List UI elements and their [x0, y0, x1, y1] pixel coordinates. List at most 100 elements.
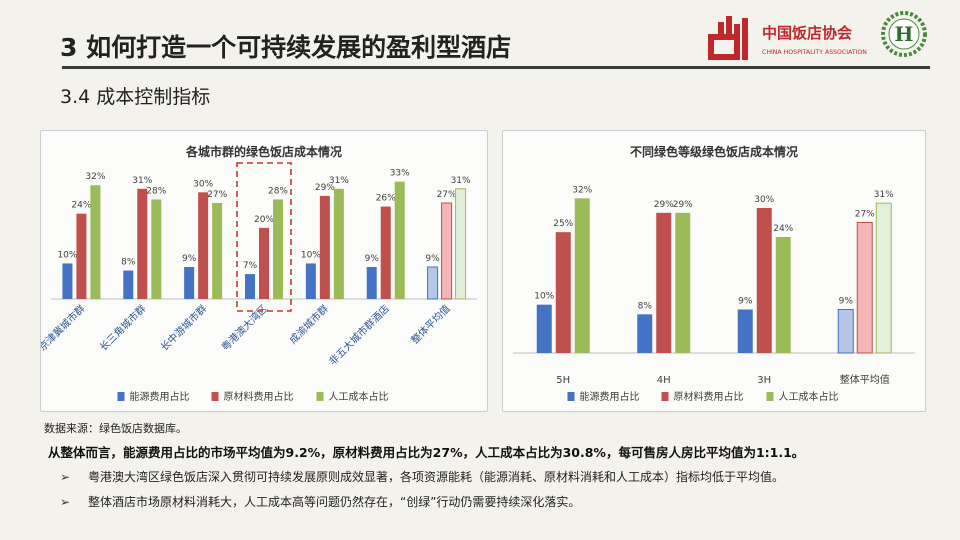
- bar: [455, 188, 467, 300]
- bar: [875, 202, 892, 354]
- bar: [319, 195, 330, 299]
- highlight-box: [236, 162, 292, 312]
- bar: [656, 212, 672, 353]
- data-label: 24%: [773, 224, 793, 234]
- legend-label: 人工成本占比: [779, 390, 839, 403]
- bar: [151, 199, 162, 299]
- data-label: 24%: [71, 201, 91, 211]
- data-label: 28%: [268, 186, 288, 196]
- data-label: 9%: [839, 297, 854, 307]
- data-label: 9%: [738, 297, 753, 307]
- city-cluster-chart: 各城市群的绿色饭店成本情况10%24%32%京津冀城市群8%31%28%长三角城…: [41, 144, 477, 403]
- data-label: 31%: [451, 176, 471, 186]
- green-hotel-logo: H: [881, 11, 927, 57]
- data-label: 29%: [654, 200, 674, 210]
- data-label: 32%: [572, 185, 592, 195]
- city-cluster-chart-panel: 各城市群的绿色饭店成本情况 10% 24% 32% 京津冀城市群 8% 31% 28% 长三角城…: [40, 130, 488, 412]
- legend-label: 能源费用占比: [580, 390, 640, 403]
- category-tick-label: 粤港澳大湾区: [219, 302, 271, 354]
- bullet-text: 粤港澳大湾区绿色饭店深入贯彻可持续发展原则成效显著，各项资源能耗（能源消耗、原材…: [88, 470, 785, 484]
- chart-title: 各城市群的绿色饭店成本情况: [185, 144, 342, 159]
- bar: [123, 270, 134, 299]
- bullet-arrow-icon: ➢: [60, 470, 71, 484]
- data-label: 29%: [673, 200, 693, 210]
- bar: [856, 222, 873, 354]
- data-label: 10%: [301, 250, 321, 260]
- data-label: 27%: [207, 190, 227, 200]
- bar: [837, 309, 854, 354]
- bar: [366, 267, 377, 299]
- data-label: 30%: [754, 195, 774, 205]
- data-label: 29%: [315, 183, 335, 193]
- logo-h-letter: H: [895, 22, 914, 46]
- data-label: 30%: [193, 179, 213, 189]
- legend-swatch: [661, 392, 669, 401]
- data-label: 28%: [146, 186, 166, 196]
- legend-swatch: [211, 392, 219, 401]
- data-label: 9%: [425, 254, 440, 264]
- category-tick-label: 长三角城市群: [97, 302, 149, 354]
- bar: [62, 263, 73, 299]
- data-label: 7%: [243, 261, 258, 271]
- data-label: 8%: [121, 258, 136, 268]
- category-tick-label: 整体平均值: [840, 373, 890, 386]
- bar: [259, 227, 269, 299]
- bar: [333, 188, 344, 299]
- bar: [212, 203, 223, 299]
- data-label: 10%: [57, 250, 77, 260]
- bar: [737, 309, 753, 353]
- bar: [380, 206, 391, 299]
- data-label: 31%: [874, 190, 894, 200]
- data-source-note: 数据来源：绿色饭店数据库。: [44, 422, 187, 435]
- legend-label: 能源费用占比: [130, 390, 190, 403]
- category-tick-label: 整体平均值: [408, 302, 453, 347]
- category-tick-label: 京津冀城市群: [41, 302, 88, 354]
- grade-chart: 不同绿色等级绿色饭店成本情况 10% 25% 32% 5H 8% 29%29% 4H 9% 30%…: [513, 144, 915, 403]
- bullet-point: ➢ 整体酒店市场原材料消耗大，人工成本高等问题仍然存在，“创绿”行动仍需要持续深化…: [60, 493, 580, 510]
- data-label: 27%: [437, 190, 457, 200]
- data-label: 26%: [376, 194, 396, 204]
- page-title: 3 如何打造一个可持续发展的盈利型酒店: [60, 33, 512, 62]
- legend-label: 原材料费用占比: [674, 390, 744, 403]
- bar: [394, 181, 405, 299]
- summary-statement: 从整体而言，能源费用占比的市场平均值为9.2%，原材料费用占比为27%，人工成本…: [48, 445, 805, 460]
- bar: [637, 314, 653, 353]
- bar: [775, 237, 791, 353]
- title-underline: [62, 66, 930, 69]
- logo-english: CHINA HOSPITALITY ASSOCIATION: [762, 49, 867, 56]
- cha-logo: 中国饭店协会 CHINA HOSPITALITY ASSOCIATION: [708, 16, 867, 60]
- legend-swatch: [117, 392, 125, 401]
- data-label: 9%: [365, 254, 380, 264]
- data-label: 31%: [132, 176, 152, 186]
- category-tick-label: 4H: [657, 375, 671, 386]
- bar: [555, 232, 571, 353]
- logo-name: 中国饭店协会: [762, 24, 852, 42]
- legend-swatch: [567, 392, 575, 401]
- bar: [305, 263, 316, 299]
- legend-swatch: [316, 392, 324, 401]
- legend-label: 原材料费用占比: [224, 390, 294, 403]
- bar: [198, 192, 209, 299]
- data-label: 10%: [534, 292, 554, 302]
- data-label: 27%: [855, 210, 875, 220]
- bar: [536, 304, 552, 353]
- category-tick-label: 3H: [757, 375, 771, 386]
- category-tick-label: 5H: [556, 375, 570, 386]
- bar: [675, 212, 691, 353]
- bar: [427, 266, 439, 300]
- bar: [137, 188, 148, 299]
- bar: [756, 208, 772, 353]
- legend-label: 人工成本占比: [329, 390, 389, 403]
- data-label: 31%: [329, 176, 349, 186]
- bullet-text: 整体酒店市场原材料消耗大，人工成本高等问题仍然存在，“创绿”行动仍需要持续深化落…: [88, 495, 581, 509]
- data-label: 9%: [182, 254, 197, 264]
- grade-chart-panel: 不同绿色等级绿色饭店成本情况 10% 25% 32% 5H 8% 29% 29% 4H 9% 30%…: [502, 130, 926, 412]
- section-subtitle: 3.4 成本控制指标: [60, 86, 211, 108]
- bar: [441, 202, 453, 300]
- data-label: 8%: [638, 301, 653, 311]
- bar: [574, 198, 590, 353]
- bullet-point: ➢ 粤港澳大湾区绿色饭店深入贯彻可持续发展原则成效显著，各项资源能耗（能源消耗、原…: [60, 468, 784, 485]
- data-label: 33%: [390, 169, 410, 179]
- bar: [76, 213, 87, 299]
- bar: [273, 199, 283, 299]
